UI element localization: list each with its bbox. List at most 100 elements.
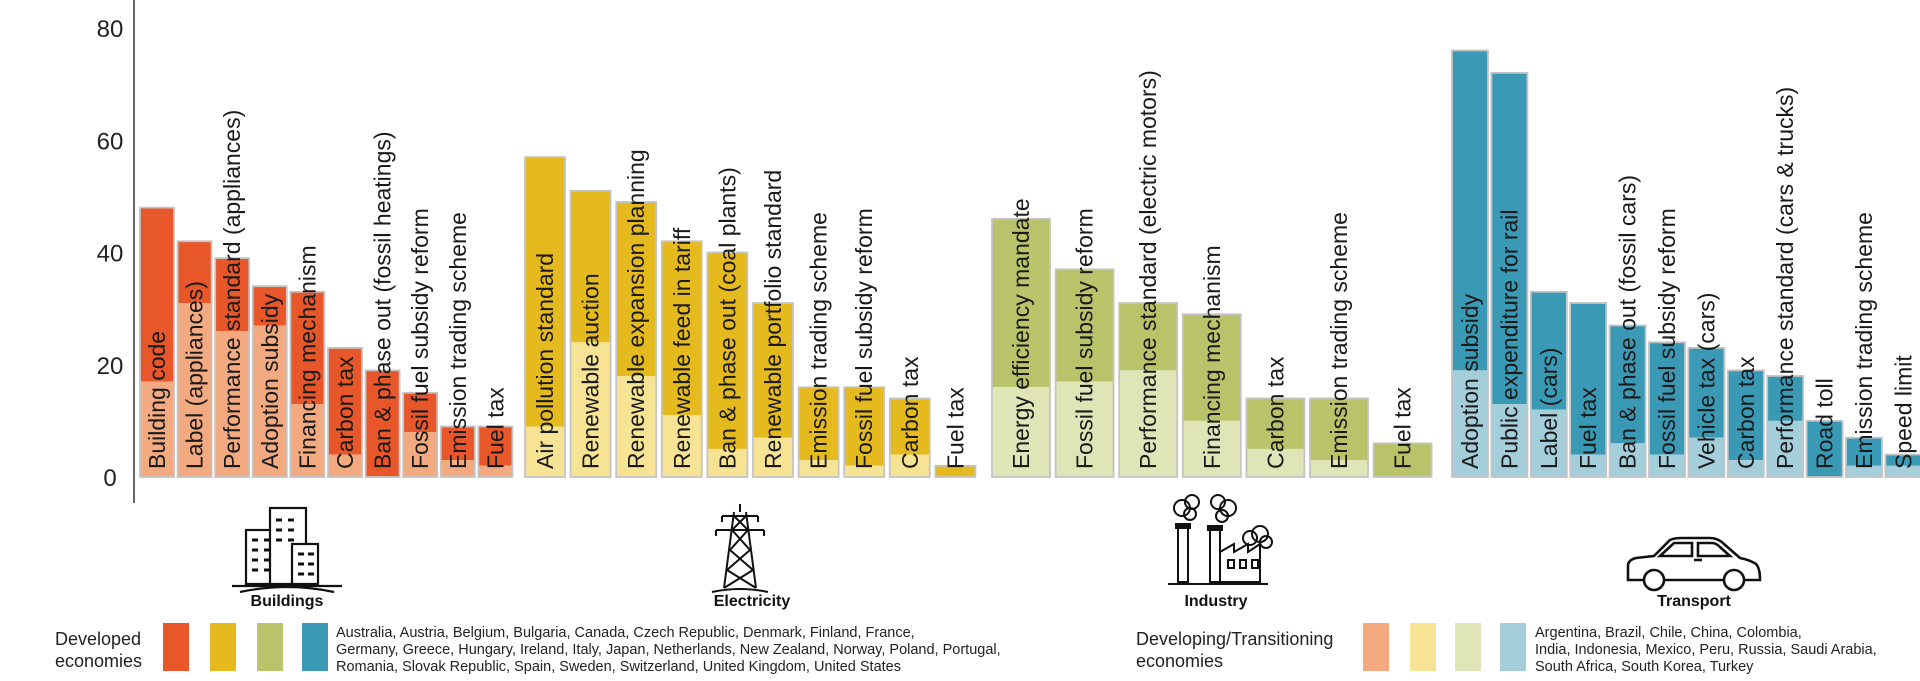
bar-developing [328,454,362,477]
bar: Vehicle tax (cars) [1687,293,1726,478]
bar-developed [440,426,475,461]
bar-label: Fossil fuel subsidy reform [1072,208,1098,469]
legend-swatch-developed [210,623,236,671]
bar-developed [1182,314,1241,421]
bar-label: Speed limit [1890,355,1916,469]
bar: Label (appliances) [176,240,213,478]
bar-developing [1119,370,1178,477]
bar: Performance standard (cars & trucks) [1766,87,1805,478]
bar-developed [215,258,250,332]
bar-label: Adoption subsidy [1457,293,1483,469]
bar-developed [1609,325,1646,444]
bar-developing [1491,404,1528,477]
bar-developed [1806,420,1843,477]
bar: Carbon tax [1245,356,1306,478]
bar-developed [1310,398,1368,461]
bar-outline [524,156,566,478]
bar-label: Performance standard (electric motors) [1135,70,1161,469]
bar: Road toll [1805,378,1844,478]
bar-developed [328,347,362,455]
bar-label: Performance standard (appliances) [219,110,245,469]
bar-developing [570,342,611,477]
bar-outline [1372,442,1433,478]
bars-layer: Building code Label (appliances) Performan… [139,49,1920,478]
bar: Renewable expansion planning [615,149,658,478]
bar-label: Energy efficiency mandate [1008,198,1034,469]
bar-label: Performance standard (cars & trucks) [1772,87,1798,469]
legend-swatch-developed [163,623,189,671]
bar: Ban & phase out (fossil cars) [1608,175,1647,478]
bar-developed [403,392,438,433]
bar-label: Ban & phase out (fossil heatings) [370,131,396,469]
bar-developing [290,404,325,477]
bar-label: Ban & phase out (fossil cars) [1615,175,1641,469]
bar-developed [1767,375,1804,421]
bar-outline [1309,397,1369,478]
bar-developing [707,448,748,477]
bar-developing [844,465,885,477]
bar-developing [1570,454,1607,477]
bar: Ban & phase out (coal plants) [706,167,749,478]
bar-outline [251,285,288,478]
bar-developed [252,286,287,326]
bar-developing [798,460,839,477]
bar: Financing mechanism [289,245,326,478]
bar-outline [327,347,363,478]
bar: Financing mechanism [1181,245,1242,478]
bar-label: Carbon tax [897,356,923,469]
bar-developed [478,426,513,466]
bar-label: Emission trading scheme [1326,212,1352,469]
bar-label: Renewable auction [578,273,604,469]
bar-developing [403,432,438,477]
bar-developing [1182,420,1241,477]
bar-label: Label (cars) [1536,348,1562,469]
bar-developing [1530,409,1567,477]
bar: Speed limit [1884,355,1920,478]
bar-developed [889,398,930,455]
bar-label: Ban & phase out (coal plants) [714,167,740,469]
bar-developing [889,454,930,477]
bar-label: Fuel tax [942,387,968,469]
bar-outline [1687,347,1726,478]
bar-developed [1491,72,1528,405]
bar-label: Public expenditure for rail [1496,209,1522,469]
bar-developing [1452,370,1488,477]
bar: Emission trading scheme [1845,212,1883,478]
bar: Renewable feed in tariff [660,227,703,478]
bar-outline [289,290,326,478]
bar: Renewable auction [569,189,612,478]
bar-developed [525,157,565,427]
bar: Carbon tax [1726,356,1765,478]
bar-outline [1529,290,1568,478]
bar-developing [478,465,513,477]
bar-developing [252,325,287,477]
sector-label: Buildings [251,593,324,610]
bar: Fuel tax [934,387,977,478]
legend-swatch-developed [257,623,283,671]
bar-outline [569,189,612,478]
legend-swatch-developed [302,623,328,671]
bar-label: Renewable feed in tariff [669,227,695,469]
bar-developed [140,207,174,382]
legend-countries-developing: India, Indonesia, Mexico, Peru, Russia, … [1535,642,1877,658]
bar-developing [753,437,793,477]
legend-countries-developing: Argentina, Brazil, Chile, China, Colombi… [1535,625,1802,641]
bar-label: Label (appliances) [182,281,208,469]
bar-developed [1530,291,1567,410]
bar-developing [1688,437,1725,477]
bar-label: Emission trading scheme [1851,212,1877,469]
bar-label: Fuel tax [1390,387,1416,469]
bar-developing [616,375,657,477]
bar: Label (cars) [1529,290,1568,478]
bar-outline [1805,419,1844,478]
bar: Fossil fuel subsidy reform [402,208,439,478]
bar-outline [439,425,476,478]
bar-outline [1845,436,1883,478]
legend-countries-developed: Germany, Greece, Hungary, Ireland, Italy… [336,642,1001,658]
bar-outline [1118,302,1179,478]
bar-developed [798,387,839,461]
bar-developing [992,387,1050,477]
bar-label: Fuel tax [1575,387,1601,469]
bar-outline [888,397,931,478]
